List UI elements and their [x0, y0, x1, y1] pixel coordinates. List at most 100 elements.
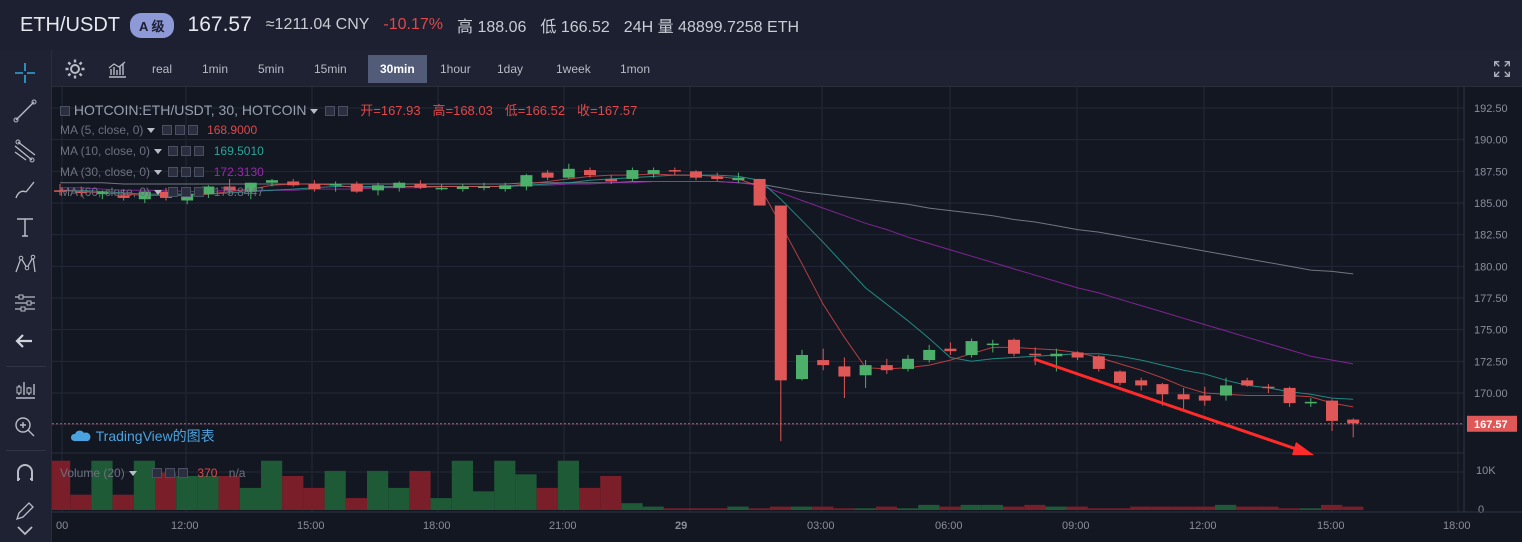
candle-body[interactable]: [711, 176, 724, 179]
candle-body[interactable]: [1156, 384, 1169, 395]
timeframe-tab-real[interactable]: real: [152, 62, 173, 76]
settings-gear-icon[interactable]: [64, 58, 86, 80]
pair-name[interactable]: ETH/USDT: [20, 13, 120, 36]
settings-icon[interactable]: [338, 106, 349, 116]
candle-body[interactable]: [668, 170, 681, 172]
ma-legend-10[interactable]: MA (10, close, 0) 169.5010: [60, 144, 264, 158]
zoom-icon[interactable]: [10, 412, 40, 442]
candle-body[interactable]: [414, 184, 427, 188]
caret-down-icon[interactable]: [310, 109, 319, 114]
candle-body[interactable]: [1071, 352, 1084, 358]
timeframe-tab-1week[interactable]: 1week: [556, 62, 591, 76]
candle-body[interactable]: [181, 194, 194, 201]
caret-down-icon[interactable]: [154, 149, 163, 154]
close-icon[interactable]: [178, 468, 189, 478]
candle-body[interactable]: [584, 170, 596, 176]
settings-icon[interactable]: [181, 167, 192, 177]
back-arrow-icon[interactable]: [10, 326, 40, 356]
candle-body[interactable]: [626, 170, 639, 179]
candle-body[interactable]: [1008, 339, 1020, 354]
ma-legend-5[interactable]: MA (5, close, 0) 168.9000: [60, 123, 257, 137]
close-icon[interactable]: [187, 125, 198, 135]
symbol-title[interactable]: HOTCOIN:ETH/USDT, 30, HOTCOIN: [73, 102, 307, 118]
candle-body[interactable]: [838, 366, 851, 377]
settings-icon[interactable]: [181, 187, 192, 197]
candle-body[interactable]: [393, 182, 406, 188]
eye-icon[interactable]: [168, 167, 179, 177]
candle-body[interactable]: [117, 195, 130, 198]
tradingview-watermark[interactable]: TradingView的图表: [70, 426, 215, 446]
caret-down-icon[interactable]: [128, 471, 137, 476]
caret-down-icon[interactable]: [147, 128, 156, 133]
timeframe-tab-1hour[interactable]: 1hour: [440, 62, 471, 76]
candle-body[interactable]: [1029, 353, 1042, 356]
candle-body[interactable]: [96, 191, 109, 195]
caret-down-icon[interactable]: [154, 170, 163, 175]
settings-icon[interactable]: [174, 125, 185, 135]
eye-icon[interactable]: [152, 468, 163, 478]
close-icon[interactable]: [194, 146, 205, 156]
candle-body[interactable]: [965, 341, 978, 355]
candle-body[interactable]: [647, 170, 660, 174]
candle-body[interactable]: [372, 185, 384, 191]
candle-body[interactable]: [456, 186, 469, 190]
prediction-icon[interactable]: [10, 288, 40, 318]
settings-icon[interactable]: [165, 468, 176, 478]
candle-body[interactable]: [350, 184, 363, 192]
candle-body[interactable]: [1304, 401, 1317, 404]
candle-body[interactable]: [605, 178, 618, 182]
candle-body[interactable]: [287, 181, 300, 186]
timeframe-tab-1day[interactable]: 1day: [497, 62, 524, 76]
candle-body[interactable]: [160, 191, 172, 198]
ma-legend-30[interactable]: MA (30, close, 0) 172.3130: [60, 165, 264, 179]
candle-body[interactable]: [1220, 385, 1232, 396]
caret-down-icon[interactable]: [154, 190, 163, 195]
text-tool-icon[interactable]: [10, 212, 40, 242]
pencil-lock-icon[interactable]: [10, 496, 40, 526]
brush-icon[interactable]: [10, 174, 40, 204]
trend-line-icon[interactable]: [10, 96, 40, 126]
candle-body[interactable]: [308, 184, 321, 190]
magnet-icon[interactable]: [10, 458, 40, 488]
collapse-icon[interactable]: [60, 106, 70, 116]
candle-body[interactable]: [266, 180, 278, 183]
candle-body[interactable]: [499, 185, 512, 190]
candle-body[interactable]: [435, 187, 448, 190]
candle-body[interactable]: [244, 182, 257, 192]
candle-body[interactable]: [1347, 419, 1360, 424]
candle-body[interactable]: [75, 191, 88, 194]
eye-icon[interactable]: [161, 125, 172, 135]
settings-icon[interactable]: [181, 146, 192, 156]
pattern-icon[interactable]: [10, 250, 40, 280]
ma-legend-60[interactable]: MA (60, close, 0) 175.8447: [60, 185, 264, 199]
timeframe-tab-1mon[interactable]: 1mon: [620, 62, 651, 76]
measure-icon[interactable]: [10, 374, 40, 404]
candle-body[interactable]: [859, 365, 872, 376]
eye-icon[interactable]: [325, 106, 336, 116]
indicators-icon[interactable]: [106, 58, 128, 80]
candle-body[interactable]: [1283, 387, 1296, 404]
fullscreen-icon[interactable]: [1492, 59, 1514, 81]
crosshair-icon[interactable]: [10, 58, 40, 88]
eye-icon[interactable]: [168, 146, 179, 156]
candle-body[interactable]: [774, 205, 787, 381]
timeframe-tab-30min[interactable]: 30min: [368, 55, 427, 83]
timeframe-tab-1min[interactable]: 1min: [202, 62, 229, 76]
candle-body[interactable]: [329, 184, 342, 186]
close-icon[interactable]: [194, 187, 205, 197]
candle-body[interactable]: [478, 186, 490, 189]
chevron-down-icon[interactable]: [10, 516, 40, 542]
timeframe-tab-15min[interactable]: 15min: [314, 62, 347, 76]
candle-body[interactable]: [1114, 371, 1126, 383]
candle-body[interactable]: [54, 190, 66, 192]
price-axis[interactable]: [1464, 87, 1522, 542]
candle-body[interactable]: [1326, 400, 1338, 421]
candle-body[interactable]: [944, 348, 957, 352]
candle-body[interactable]: [690, 171, 702, 178]
candle-body[interactable]: [1198, 395, 1211, 401]
candle-body[interactable]: [223, 186, 236, 191]
candle-body[interactable]: [1050, 353, 1063, 357]
candle-body[interactable]: [902, 358, 914, 369]
candle-body[interactable]: [796, 355, 808, 380]
candle-body[interactable]: [817, 360, 830, 366]
